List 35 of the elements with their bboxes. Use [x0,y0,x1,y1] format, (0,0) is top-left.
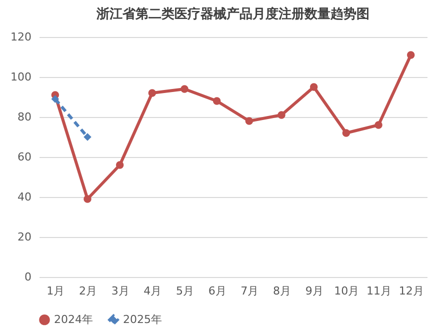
point [212,97,221,105]
y-tick-label: 20 [18,230,32,244]
point [148,89,156,97]
point [406,51,415,59]
y-tick-label: 80 [18,110,32,124]
x-tick-label: 11月 [366,284,392,298]
x-tick-label: 12月 [398,284,424,298]
point [116,161,124,169]
x-tick-label: 4月 [144,284,162,298]
legend-label: 2024年 [54,312,93,326]
y-tick-label: 0 [24,270,32,284]
point [51,95,60,103]
y-tick-label: 60 [18,150,32,164]
x-tick-label: 2月 [79,284,97,298]
point [84,133,92,141]
x-tick-label: 7月 [240,284,259,298]
chart-title: 浙江省第二类医疗器械产品月度注册数量趋势图 [96,6,370,22]
x-tick-label: 3月 [111,284,130,298]
x-tick-label: 9月 [305,284,324,298]
x-tick-label: 1月 [46,284,65,298]
x-tick-label: 5月 [176,284,194,298]
point [278,111,286,119]
y-tick-label: 100 [10,70,32,84]
point [180,85,188,93]
point [310,83,318,91]
x-tick-label: 10月 [334,284,360,298]
point [374,121,382,129]
point [342,129,350,137]
point [245,117,254,125]
legend-label: 2025年 [123,312,162,326]
y-tick-label: 120 [10,30,32,44]
x-tick-label: 6月 [208,284,226,298]
x-tick-label: 8月 [273,284,291,298]
point [84,195,92,203]
y-tick-label: 40 [18,190,32,204]
